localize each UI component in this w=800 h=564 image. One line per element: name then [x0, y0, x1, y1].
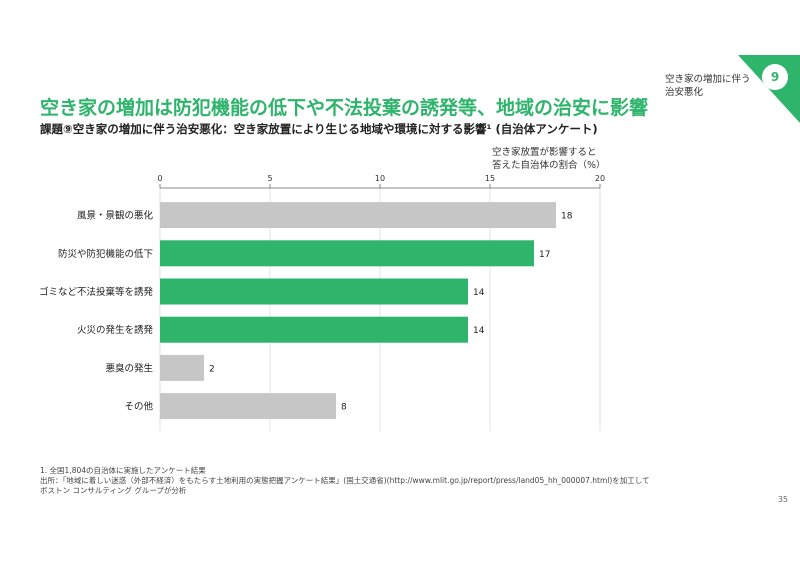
page-number: 35 — [777, 495, 788, 504]
x-tick-label: 15 — [485, 174, 495, 183]
bar — [160, 354, 204, 381]
category-label: 防災や防犯機能の低下 — [58, 248, 153, 260]
data-label: 17 — [539, 250, 550, 260]
data-label: 14 — [473, 326, 485, 336]
data-label: 8 — [341, 403, 347, 413]
bar — [160, 202, 556, 229]
data-label: 18 — [561, 212, 573, 222]
data-label: 2 — [209, 364, 215, 374]
category-label: 悪臭の発生 — [105, 362, 153, 374]
footnote-line: 出所：「地域に着しい迷惑（外部不経済）をもたらす土地利用の実態把握アンケート結果… — [40, 476, 650, 485]
category-label: その他 — [124, 401, 153, 413]
footnote-line: ボストン コンサルティング グループが分析 — [40, 486, 187, 495]
category-label: 火災の発生を誘発 — [77, 324, 154, 336]
bar — [160, 278, 468, 305]
axis-unit-label: 空き家放置が影響すると 答えた自治体の割合（%） — [492, 147, 606, 171]
page-title: 空き家の増加は防犯機能の低下や不法投棄の誘発等、地域の治安に影響 — [40, 97, 649, 119]
category-label: ゴミなど不法投棄等を誘発 — [39, 286, 154, 298]
footnotes: 1. 全国1,804の自治体に実施したアンケート結果 出所：「地域に着しい迷惑（… — [40, 466, 740, 496]
footnote-line: 1. 全国1,804の自治体に実施したアンケート結果 — [40, 466, 206, 475]
x-tick-label: 10 — [375, 174, 385, 183]
section-number-badge: 9 — [762, 64, 788, 90]
bar — [160, 316, 468, 343]
x-tick-label: 0 — [157, 174, 162, 183]
section-label: 空き家の増加に伴う 治安悪化 — [665, 74, 751, 98]
data-label: 14 — [473, 288, 485, 298]
x-tick-label: 20 — [595, 174, 605, 183]
chart-subtitle: 課題⑨空き家の増加に伴う治安悪化：空き家放置により生じる地域や環境に対する影響¹… — [40, 122, 598, 136]
bar — [160, 240, 534, 267]
bar — [160, 393, 336, 420]
x-tick-label: 5 — [267, 174, 272, 183]
category-label: 風景・景観の悪化 — [77, 210, 154, 222]
